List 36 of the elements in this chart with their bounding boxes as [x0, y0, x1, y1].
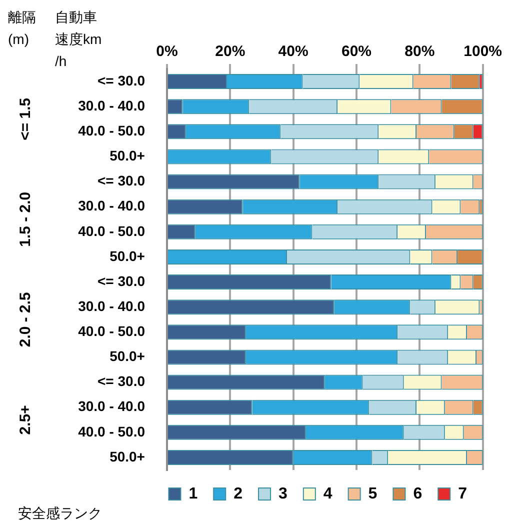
x-tick-label: 100% [464, 43, 502, 60]
x-tick-label: 40% [278, 43, 308, 60]
y-tick-label: 40.0 - 50.0 [78, 122, 146, 139]
y-axis-title: 自動車速度km/h [55, 8, 102, 69]
x-tick-label: 20% [215, 43, 246, 60]
y-tick-label: 40.0 - 50.0 [78, 222, 146, 239]
x-tick-label: 80% [404, 43, 435, 60]
text: 2.0 - 2.5 [17, 292, 34, 348]
legend-label: 3 [278, 485, 288, 502]
legend-label: 5 [368, 485, 378, 502]
x-tick-label: 0% [156, 43, 178, 60]
y-tick-label: <= 30.0 [98, 72, 146, 88]
legend-label: 4 [323, 485, 332, 502]
y-tick-label: 40.0 - 50.0 [78, 323, 146, 340]
x-tick-label: 60% [341, 43, 372, 60]
y-tick-label: 30.0 - 40.0 [78, 198, 146, 214]
y-tick-label: 50.0+ [110, 148, 145, 164]
legend-label: 7 [458, 485, 468, 502]
text: 2.5+ [17, 404, 34, 435]
y-tick-label: <= 30.0 [98, 272, 146, 289]
y-tick-label: 30.0 - 40.0 [78, 97, 146, 114]
y-tick-label: <= 30.0 [98, 172, 146, 189]
text: 離隔(m) [8, 8, 36, 47]
legend-label: 2 [234, 485, 243, 502]
y-tick-label: 30.0 - 40.0 [78, 298, 146, 314]
y-tick-label: 30.0 - 40.0 [78, 398, 146, 414]
y-tick-label: 50.0+ [110, 448, 145, 464]
y-tick-label: 50.0+ [110, 248, 145, 264]
y-tick-label: <= 30.0 [98, 373, 146, 390]
legend-title: 安全感ランク [18, 504, 102, 521]
y-tick-label: 50.0+ [110, 348, 145, 364]
y-tick-label: 40.0 - 50.0 [78, 423, 146, 440]
text: <= 1.5 [17, 98, 34, 140]
legend-label: 1 [188, 485, 198, 502]
text: 1.5 - 2.0 [17, 192, 34, 247]
legend-label: 6 [413, 485, 422, 502]
